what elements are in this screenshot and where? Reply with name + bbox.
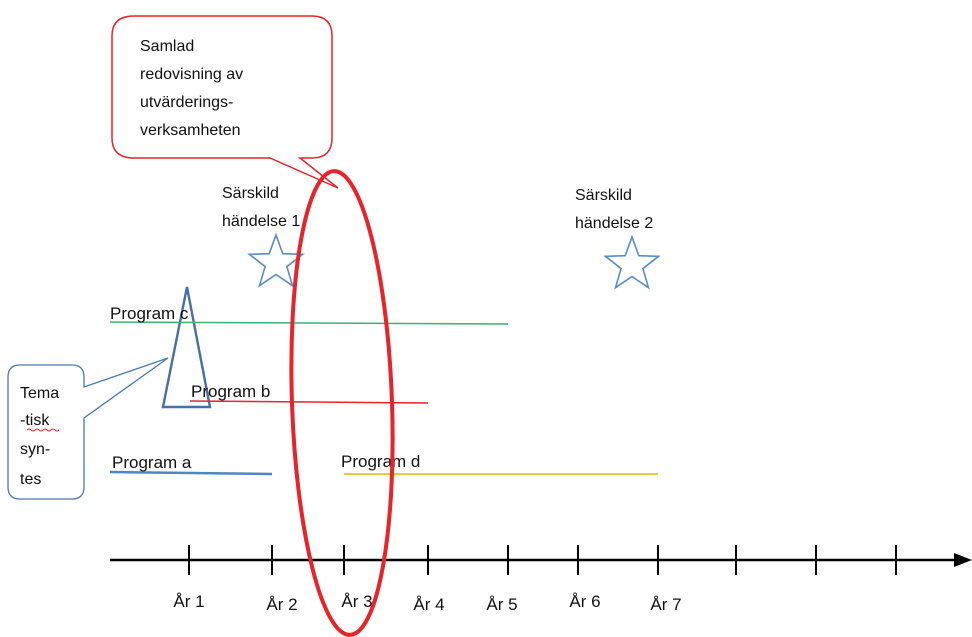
program-a-label: Program a: [112, 453, 192, 472]
program-c-label: Program c: [110, 304, 189, 323]
event-2-line-1: Särskild: [575, 187, 632, 204]
event-1-line-2: händelse 1: [222, 213, 300, 230]
star-icon-event-2: [603, 234, 661, 290]
tick-label-ar-3: År 3: [341, 592, 372, 611]
tick-label-ar-6: År 6: [569, 592, 600, 611]
callout-tematisk-syntes: Tema -tisk syn- tes: [7, 357, 169, 500]
callout-samlad-line-1: Samlad: [140, 38, 194, 55]
callout-samlad-line-2: redovisning av: [140, 66, 243, 83]
callout-tematisk-line-3: syn-: [20, 441, 50, 458]
program-d-label: Program d: [341, 452, 420, 471]
tick-label-ar-7: År 7: [650, 595, 681, 614]
callout-tematisk-line-1: Tema: [20, 385, 59, 402]
event-2-line-2: händelse 2: [575, 215, 653, 232]
tick-label-ar-2: År 2: [266, 595, 297, 614]
program-b-line: [189, 400, 429, 404]
callout-tematisk-line-4: tes: [20, 471, 41, 488]
spellcheck-squiggle: [26, 428, 60, 432]
callout-tematisk-syntes-bubble: [7, 357, 169, 500]
tick-label-ar-4: År 4: [413, 595, 444, 614]
program-b-label: Program b: [191, 382, 270, 401]
callout-tematisk-line-2: -tisk: [20, 412, 50, 429]
axis-arrowhead-icon: [954, 553, 972, 567]
callout-samlad-line-3: utvärderings-: [140, 94, 233, 111]
callout-samlad-redovisning: Samlad redovisning av utvärderings- verk…: [111, 15, 339, 189]
highlight-ellipse: [289, 169, 395, 637]
event-1-line-1: Särskild: [222, 185, 279, 202]
triangle-icon: [161, 286, 212, 409]
program-a-line: [109, 470, 273, 476]
tick-label-ar-5: År 5: [486, 595, 517, 614]
callout-samlad-line-4: verksamheten: [140, 122, 241, 139]
callout-samlad-redovisning-bubble: [111, 15, 339, 189]
program-c-line: [109, 321, 509, 325]
tick-label-ar-1: År 1: [173, 592, 204, 611]
star-icon-event-1: [247, 232, 305, 288]
